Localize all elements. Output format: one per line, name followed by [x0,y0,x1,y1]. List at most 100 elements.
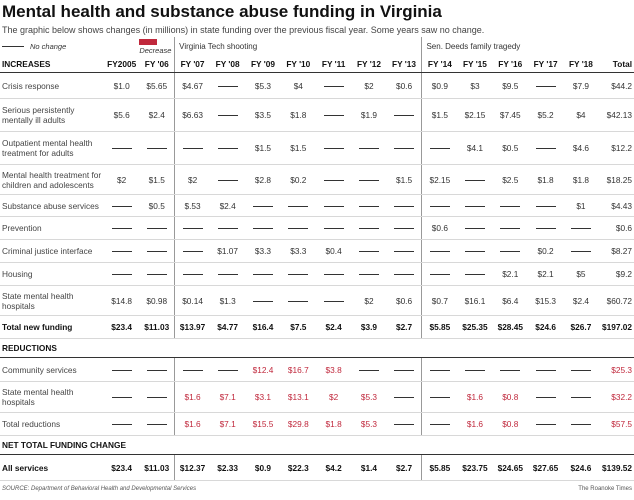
cell: $1.5 [280,131,316,165]
no-change-dash [358,148,379,150]
cell: $1.6 [174,381,210,413]
cell: $1.5 [245,131,281,165]
no-change-dash [500,228,521,230]
cell: $22.3 [280,454,316,481]
table-row: Prevention $0.6 $0.6 [0,216,634,240]
no-change-dash [252,300,273,302]
column-header: FY '14 [421,55,458,73]
cell [209,357,246,382]
cell [139,357,175,382]
column-header: FY '13 [386,55,422,73]
cell [527,72,564,99]
decrease-swatch [139,39,158,46]
cell: $0.9 [245,454,281,481]
cell [457,216,493,240]
no-change-dash [429,148,450,150]
cell [421,239,458,263]
legend: No change [0,37,139,55]
cell: $0.6 [421,216,458,240]
cell [527,412,564,436]
no-change-dash [288,300,309,302]
cell [457,262,493,286]
cell [351,262,387,286]
cell [315,262,352,286]
cell [315,194,352,217]
cell: $0.2 [527,239,564,263]
no-change-dash [217,85,238,87]
no-change-dash [394,274,415,276]
no-change-dash [146,148,167,150]
row-label: Mental health treatment for children and… [0,164,104,195]
cell [104,262,140,286]
no-change-dash [217,179,238,181]
cell [174,239,210,263]
row-label: Total new funding [0,315,104,339]
no-change-dash [146,274,167,276]
legend-row: No change Decrease Virginia Tech shooting S… [0,37,634,55]
cell [174,357,210,382]
row-label: State mental health hospitals [0,285,104,316]
cell: $0.8 [492,412,528,436]
cell [351,164,387,195]
no-change-dash [182,274,203,276]
row-label: Community services [0,357,104,382]
column-header: Total [598,55,634,73]
cell: $3.8 [315,357,352,382]
cell: $0.98 [139,285,175,316]
no-change-dash [464,205,485,207]
cell [139,239,175,263]
cell: $2 [315,381,352,413]
legend: Decrease [139,37,174,55]
cell: $3.9 [351,315,387,339]
cell [245,194,281,217]
cell: $1.8 [527,164,564,195]
table-row: State mental health hospitals $14.8 $0.98 $… [0,285,634,316]
cell: $3 [457,72,493,99]
no-change-dash [111,228,132,230]
cell [386,239,422,263]
cell: $1.8 [315,412,352,436]
cell: $4.43 [598,194,634,217]
cell: $15.5 [245,412,281,436]
cell [351,194,387,217]
cell [457,239,493,263]
annotation: Virginia Tech shooting [174,37,422,55]
no-change-dash [570,228,591,230]
cell [245,216,281,240]
footer: SOURCE: Department of Behavioral Health … [2,486,632,492]
no-change-dash [146,369,167,371]
cell: $9.2 [598,262,634,286]
section-row: REDUCTIONS [0,338,634,358]
no-change-dash [217,115,238,117]
no-change-dash [429,369,450,371]
cell: $28.45 [492,315,528,339]
table-row: Community services $12.4 $16.7 $3.8 $25.3 [0,357,634,382]
cell: $3.5 [245,98,281,132]
no-change-dash [535,397,556,399]
cell [209,164,246,195]
cell: $8.27 [598,239,634,263]
no-change-dash [358,205,379,207]
funding-table: No change Decrease Virginia Tech shooting S… [0,37,634,481]
no-change-dash [429,424,450,426]
cell [527,381,564,413]
cell [280,285,316,316]
column-header: FY '08 [209,55,246,73]
cell [209,98,246,132]
cell: $25.3 [598,357,634,382]
cell [280,194,316,217]
cell [174,216,210,240]
no-change-dash [323,115,344,117]
cell: $2.4 [139,98,175,132]
cell: $23.4 [104,315,140,339]
no-change-dash [288,274,309,276]
cell [457,357,493,382]
no-change-dash [111,205,132,207]
section-row: NET TOTAL FUNDING CHANGE [0,435,634,455]
cell: $24.6 [527,315,564,339]
no-change-dash [358,274,379,276]
cell: $2 [351,285,387,316]
cell: $7.1 [209,412,246,436]
no-change-dash [111,251,132,253]
